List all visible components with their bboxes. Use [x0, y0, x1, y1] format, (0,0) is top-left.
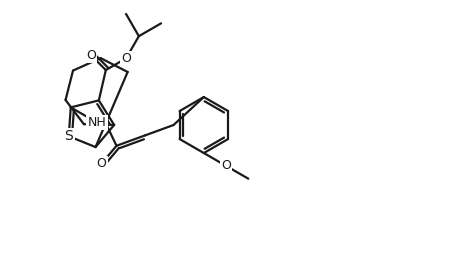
- Text: O: O: [86, 49, 96, 62]
- Text: O: O: [96, 157, 106, 170]
- Text: S: S: [64, 129, 73, 143]
- Text: O: O: [121, 52, 131, 65]
- Text: O: O: [221, 159, 231, 172]
- Text: NH: NH: [88, 116, 106, 129]
